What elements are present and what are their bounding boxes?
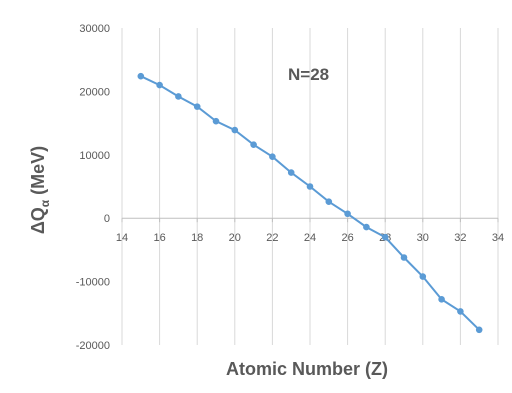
data-point	[419, 273, 427, 280]
data-point	[438, 296, 445, 303]
y-tick-label: -10000	[76, 277, 110, 289]
data-point	[175, 93, 182, 100]
data-point	[344, 210, 351, 218]
y-tick-label: 0	[104, 213, 110, 225]
data-point	[381, 233, 389, 241]
x-tick-label: 14	[116, 232, 128, 244]
data-point	[287, 169, 295, 176]
data-point	[475, 326, 483, 334]
y-axis-title-main: ΔQ	[28, 207, 48, 234]
data-point	[193, 103, 201, 110]
data-point	[457, 308, 464, 315]
x-tick-label: 22	[266, 232, 278, 244]
label-layer: N=28 Atomic Number (Z) ΔQα (MeV)	[28, 65, 388, 379]
data-point	[231, 126, 239, 134]
y-axis-title-unit: (MeV)	[28, 146, 48, 200]
x-tick-label: 20	[229, 232, 241, 244]
y-tick-label: 30000	[79, 23, 110, 35]
data-point	[325, 198, 333, 206]
y-axis-title-subscript: α	[38, 199, 52, 207]
data-point	[137, 72, 145, 80]
x-tick-label: 32	[454, 232, 466, 244]
x-tick-label: 26	[341, 232, 353, 244]
data-point	[306, 183, 314, 190]
y-tick-label: 20000	[79, 86, 110, 98]
series-layer	[137, 72, 483, 334]
x-tick-label: 16	[153, 232, 165, 244]
y-tick-label: 10000	[79, 150, 110, 162]
data-point	[156, 81, 163, 89]
x-tick-label: 30	[417, 232, 429, 244]
data-point	[250, 141, 257, 148]
data-point	[212, 117, 220, 125]
annotation-n28: N=28	[288, 65, 329, 84]
y-axis-title: ΔQα (MeV)	[28, 146, 52, 234]
y-tick-label: -20000	[76, 340, 110, 352]
data-point	[363, 223, 370, 231]
axis-layer: 14161820222426283032343000020000100000-1…	[76, 23, 504, 352]
x-tick-label: 24	[304, 232, 316, 244]
data-point	[400, 254, 408, 261]
data-point	[269, 153, 276, 161]
x-axis-title: Atomic Number (Z)	[226, 359, 388, 379]
x-tick-label: 34	[492, 232, 504, 244]
x-tick-label: 18	[191, 232, 203, 244]
